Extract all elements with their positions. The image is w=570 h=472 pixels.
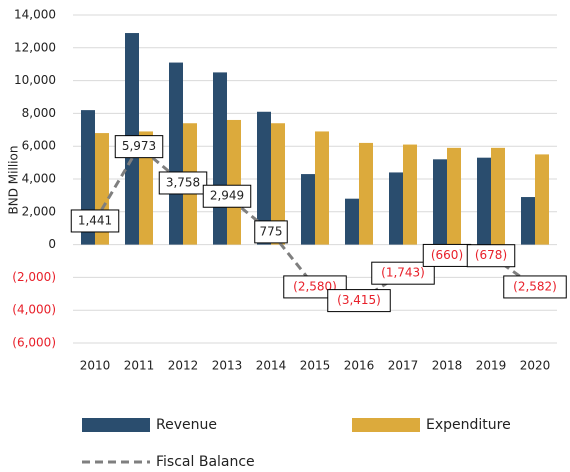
label-box	[158, 171, 208, 195]
data-label: (2,580)	[293, 279, 337, 293]
label-box	[327, 289, 391, 313]
data-label: 2,949	[210, 189, 244, 203]
bar	[389, 172, 403, 245]
x-tick-label: 2012	[168, 359, 199, 373]
label-box	[202, 184, 252, 208]
label-box	[114, 135, 164, 159]
y-tick-label: 4,000	[22, 172, 56, 186]
y-tick-label: 2,000	[22, 204, 56, 218]
y-tick-label: (6,000)	[12, 336, 56, 350]
data-label: 5,973	[122, 139, 156, 153]
y-tick-label: (2,000)	[12, 270, 56, 284]
bar	[271, 123, 285, 245]
bar	[301, 174, 315, 245]
bar	[477, 157, 491, 245]
bar	[213, 72, 227, 245]
bar	[403, 144, 417, 245]
bar	[345, 198, 359, 245]
data-label: (1,743)	[381, 266, 425, 280]
bar	[257, 111, 271, 245]
x-tick-label: 2019	[476, 359, 507, 373]
x-tick-label: 2020	[520, 359, 551, 373]
label-box	[70, 209, 120, 233]
bar	[139, 131, 153, 245]
bar	[359, 142, 373, 245]
bar	[491, 147, 505, 245]
y-tick-label: (4,000)	[12, 303, 56, 317]
bar	[227, 119, 241, 245]
x-tick-label: 2017	[388, 359, 419, 373]
x-tick-label: 2015	[300, 359, 331, 373]
label-box	[254, 220, 288, 244]
x-tick-label: 2014	[256, 359, 287, 373]
y-tick-label: 12,000	[14, 40, 56, 54]
x-tick-label: 2010	[80, 359, 111, 373]
y-tick-label: 10,000	[14, 73, 56, 87]
legend-label: Revenue	[156, 417, 217, 433]
bar	[169, 62, 183, 245]
data-label: (660)	[431, 248, 463, 262]
legend-swatch	[352, 418, 420, 432]
label-box	[466, 244, 516, 268]
x-tick-label: 2013	[212, 359, 243, 373]
legend-swatch	[82, 418, 150, 432]
bar	[433, 159, 447, 245]
data-label: 775	[260, 224, 283, 238]
bar	[521, 197, 535, 245]
legend-label: Fiscal Balance	[156, 454, 255, 470]
data-label: (678)	[475, 248, 507, 262]
bar	[535, 154, 549, 245]
label-box	[371, 261, 435, 285]
data-label: (2,582)	[513, 279, 557, 293]
x-tick-label: 2018	[432, 359, 463, 373]
y-axis-label: BND Million	[7, 146, 21, 215]
data-label: 3,758	[166, 175, 200, 189]
y-tick-label: 8,000	[22, 106, 56, 120]
legend-label: Expenditure	[426, 417, 511, 433]
bar	[315, 131, 329, 245]
bar	[447, 147, 461, 245]
data-label: 1,441	[78, 213, 112, 227]
data-label: (3,415)	[337, 293, 381, 307]
y-tick-label: 0	[48, 237, 56, 251]
y-tick-label: 6,000	[22, 139, 56, 153]
label-box	[503, 275, 567, 299]
y-tick-label: 14,000	[14, 8, 56, 22]
x-tick-label: 2016	[344, 359, 375, 373]
x-tick-label: 2011	[124, 359, 155, 373]
